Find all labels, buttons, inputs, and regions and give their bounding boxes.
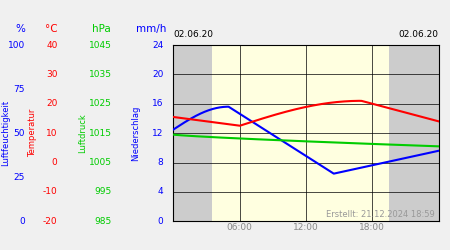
Text: Erstellt: 21.12.2024 18:59: Erstellt: 21.12.2024 18:59 xyxy=(325,210,434,219)
Text: 20: 20 xyxy=(152,70,163,79)
Text: 02.06.20: 02.06.20 xyxy=(173,30,213,39)
Text: 0: 0 xyxy=(158,217,163,226)
Text: 8: 8 xyxy=(158,158,163,167)
Text: 10: 10 xyxy=(46,129,58,138)
Text: 24: 24 xyxy=(152,40,163,50)
Text: Luftfeuchtigkeit: Luftfeuchtigkeit xyxy=(1,100,10,166)
Text: 1025: 1025 xyxy=(89,99,112,108)
Bar xyxy=(389,45,439,221)
Text: %: % xyxy=(16,24,26,34)
Text: 30: 30 xyxy=(46,70,58,79)
Text: 75: 75 xyxy=(13,84,25,94)
Bar xyxy=(212,45,389,221)
Bar xyxy=(173,45,212,221)
Text: 985: 985 xyxy=(94,217,112,226)
Text: 995: 995 xyxy=(94,187,112,196)
Text: 20: 20 xyxy=(46,99,58,108)
Text: Niederschlag: Niederschlag xyxy=(131,106,140,161)
Text: hPa: hPa xyxy=(92,24,111,34)
Text: 02.06.20: 02.06.20 xyxy=(399,30,439,39)
Text: -20: -20 xyxy=(43,217,58,226)
Text: 4: 4 xyxy=(158,187,163,196)
Text: 40: 40 xyxy=(46,40,58,50)
Text: mm/h: mm/h xyxy=(135,24,166,34)
Text: 1035: 1035 xyxy=(89,70,112,79)
Text: 1005: 1005 xyxy=(89,158,112,167)
Text: 0: 0 xyxy=(52,158,58,167)
Text: 100: 100 xyxy=(8,40,25,50)
Text: 12: 12 xyxy=(152,129,163,138)
Text: 16: 16 xyxy=(152,99,163,108)
Text: 1045: 1045 xyxy=(89,40,112,50)
Text: 50: 50 xyxy=(13,129,25,138)
Text: 0: 0 xyxy=(19,217,25,226)
Text: -10: -10 xyxy=(43,187,58,196)
Text: 25: 25 xyxy=(14,173,25,182)
Text: Luftdruck: Luftdruck xyxy=(78,113,87,153)
Text: Temperatur: Temperatur xyxy=(28,109,37,157)
Text: °C: °C xyxy=(45,24,58,34)
Text: 1015: 1015 xyxy=(89,129,112,138)
